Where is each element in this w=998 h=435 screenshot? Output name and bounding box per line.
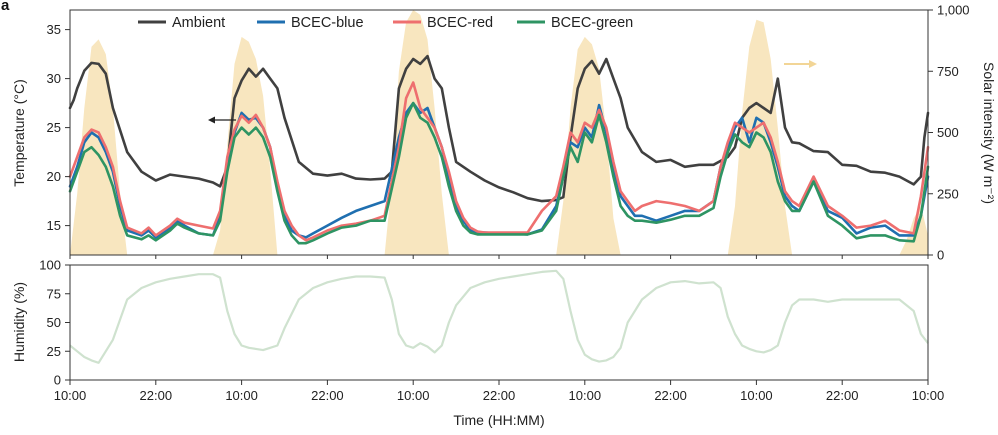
legend-label-bcec-blue: BCEC-blue (291, 15, 364, 31)
temperature-axis-label: Temperature (°C) (11, 79, 27, 187)
temperature-tick-label-3: 30 (47, 71, 61, 86)
series-line-bcec-green (68, 101, 930, 245)
x-tick-label-8: 10:00 (740, 388, 773, 403)
x-tick-label-2: 10:00 (225, 388, 258, 403)
humidity-tick-label-2: 50 (47, 315, 61, 330)
humidity-plot-frame (69, 264, 929, 381)
temperature-x-ticks (69, 255, 929, 259)
x-tick-label-7: 22:00 (654, 388, 687, 403)
time-x-ticks: 10:00 22:00 10:00 22:00 10:00 22:00 10:00 22:00… (54, 380, 945, 403)
humidity-tick-label-0: 0 (54, 373, 61, 388)
x-tick-label-4: 10:00 (397, 388, 430, 403)
x-tick-label-6: 10:00 (569, 388, 602, 403)
solar-tick-label-4: 1,000 (937, 3, 970, 18)
series-line-bcec-red (68, 81, 930, 242)
humidity-tick-label-1: 25 (47, 344, 61, 359)
humidity-y-ticks: 0 25 50 75 100 (39, 258, 70, 388)
legend-label-bcec-green: BCEC-green (551, 15, 633, 31)
temperature-tick-label-2: 25 (47, 120, 61, 135)
series-line-bcec-blue (68, 101, 930, 239)
temperature-plot-frame (69, 9, 929, 256)
humidity-series-line (69, 269, 929, 364)
temperature-panel: 15 20 25 30 35 0 250 500 750 1,000 Temperature (… (11, 3, 997, 263)
x-tick-label-10: 10:00 (912, 388, 945, 403)
solar-tick-label-1: 250 (937, 186, 959, 201)
temperature-lines (68, 54, 930, 245)
solar-y-ticks: 0 250 500 750 1,000 (928, 3, 970, 263)
x-tick-label-0: 10:00 (54, 388, 87, 403)
solar-tick-label-2: 500 (937, 125, 959, 140)
x-tick-label-1: 22:00 (140, 388, 173, 403)
legend: Ambient BCEC-blue BCEC-red BCEC-green (138, 15, 633, 31)
legend-label-bcec-red: BCEC-red (427, 15, 493, 31)
x-tick-label-3: 22:00 (311, 388, 344, 403)
temperature-y-ticks: 15 20 25 30 35 (47, 22, 70, 233)
humidity-line (69, 269, 929, 364)
temperature-tick-label-4: 35 (47, 22, 61, 37)
left-axis-arrow (208, 116, 236, 124)
time-axis-label: Time (HH:MM) (453, 412, 544, 428)
series-line-ambient (68, 54, 930, 203)
solar-axis-label: Solar intensity (W m⁻²) (981, 62, 997, 204)
solar-intensity-area (70, 10, 928, 255)
humidity-tick-label-4: 100 (39, 258, 61, 273)
panel-label: a (1, 0, 10, 14)
humidity-axis-label: Humidity (%) (11, 282, 27, 362)
legend-label-ambient: Ambient (172, 15, 225, 31)
temperature-tick-label-1: 20 (47, 169, 61, 184)
x-tick-label-9: 22:00 (826, 388, 859, 403)
humidity-tick-label-3: 75 (47, 286, 61, 301)
solar-intensity-area-path (70, 10, 928, 255)
temperature-tick-label-0: 15 (47, 218, 61, 233)
solar-tick-label-0: 0 (937, 248, 944, 263)
solar-tick-label-3: 750 (937, 64, 959, 79)
humidity-panel: 0 25 50 75 100 10:00 22:00 10:00 22:00 10:00 22:0… (11, 258, 944, 429)
x-tick-label-5: 22:00 (483, 388, 516, 403)
right-axis-arrow (784, 60, 817, 68)
